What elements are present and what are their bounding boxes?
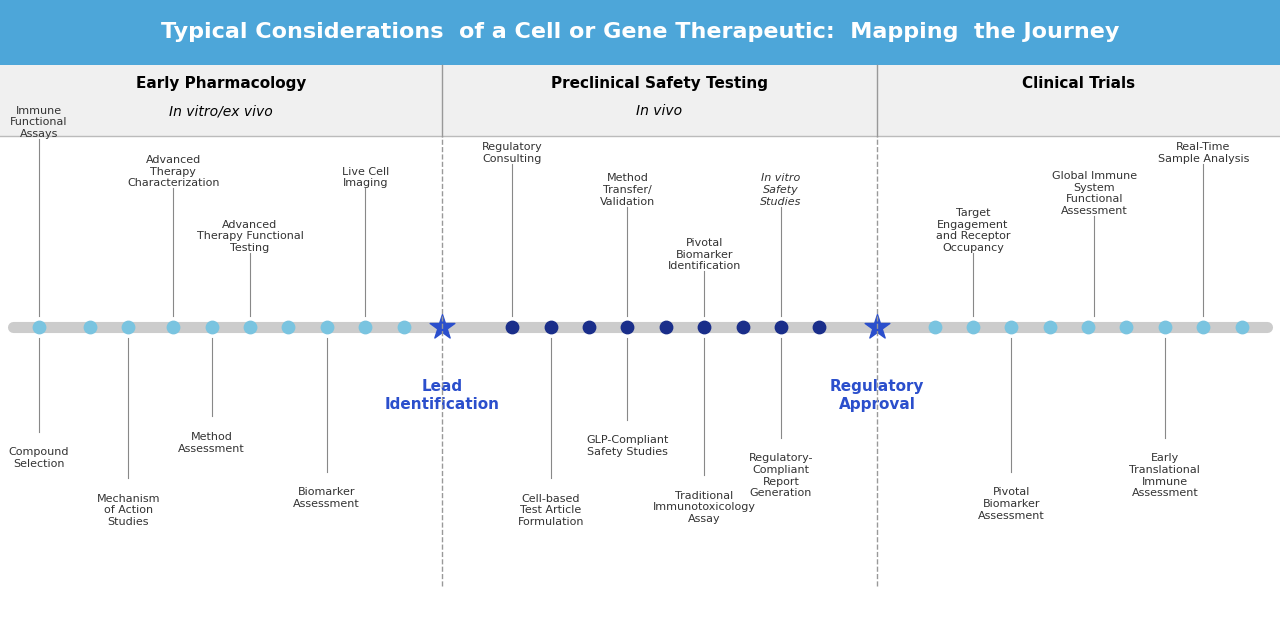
- Text: Regulatory
Approval: Regulatory Approval: [829, 379, 924, 412]
- Point: [1039, 322, 1060, 332]
- Text: Clinical Trials: Clinical Trials: [1021, 76, 1135, 91]
- Text: Regulatory-
Compliant
Report
Generation: Regulatory- Compliant Report Generation: [749, 453, 813, 499]
- Point: [239, 322, 260, 332]
- Text: Live Cell
Imaging: Live Cell Imaging: [342, 167, 389, 188]
- Text: Mechanism
of Action
Studies: Mechanism of Action Studies: [97, 494, 160, 527]
- Text: Cell-based
Test Article
Formulation: Cell-based Test Article Formulation: [517, 494, 584, 527]
- Point: [963, 322, 983, 332]
- Point: [771, 322, 791, 332]
- FancyBboxPatch shape: [0, 0, 1280, 65]
- Text: Method
Transfer/
Validation: Method Transfer/ Validation: [600, 173, 655, 207]
- Point: [809, 322, 829, 332]
- Text: Preclinical Safety Testing: Preclinical Safety Testing: [550, 76, 768, 91]
- Text: Advanced
Therapy
Characterization: Advanced Therapy Characterization: [127, 155, 219, 188]
- Point: [393, 322, 413, 332]
- Point: [431, 322, 452, 332]
- Point: [79, 322, 100, 332]
- Text: Biomarker
Assessment: Biomarker Assessment: [293, 487, 360, 509]
- Text: Lead
Identification: Lead Identification: [384, 379, 499, 412]
- Point: [278, 322, 298, 332]
- Point: [867, 322, 887, 332]
- Text: In vitro
Safety
Studies: In vitro Safety Studies: [760, 173, 801, 207]
- Text: Immune
Functional
Assays: Immune Functional Assays: [10, 106, 68, 139]
- Point: [118, 322, 138, 332]
- Point: [1231, 322, 1252, 332]
- Text: Early
Translational
Immune
Assessment: Early Translational Immune Assessment: [1129, 453, 1201, 499]
- Text: Pivotal
Biomarker
Identification: Pivotal Biomarker Identification: [668, 238, 741, 271]
- Point: [924, 322, 945, 332]
- Point: [1001, 322, 1021, 332]
- Point: [694, 322, 714, 332]
- Point: [655, 322, 676, 332]
- Text: Compound
Selection: Compound Selection: [9, 447, 69, 469]
- Point: [502, 322, 522, 332]
- Point: [579, 322, 599, 332]
- Text: Typical Considerations  of a Cell or Gene Therapeutic:  Mapping  the Journey: Typical Considerations of a Cell or Gene…: [161, 22, 1120, 42]
- Point: [163, 322, 183, 332]
- Text: Regulatory
Consulting: Regulatory Consulting: [481, 142, 543, 164]
- Point: [1078, 322, 1098, 332]
- Point: [355, 322, 375, 332]
- Text: Traditional
Immunotoxicology
Assay: Traditional Immunotoxicology Assay: [653, 491, 755, 524]
- Text: GLP-Compliant
Safety Studies: GLP-Compliant Safety Studies: [586, 435, 668, 457]
- Text: Method
Assessment: Method Assessment: [178, 432, 244, 453]
- Text: Advanced
Therapy Functional
Testing: Advanced Therapy Functional Testing: [197, 220, 303, 253]
- Point: [732, 322, 753, 332]
- Text: In vitro/ex vivo: In vitro/ex vivo: [169, 104, 273, 118]
- Point: [1116, 322, 1137, 332]
- Text: In vivo: In vivo: [636, 104, 682, 118]
- Text: Real-Time
Sample Analysis: Real-Time Sample Analysis: [1157, 142, 1249, 164]
- Point: [28, 322, 49, 332]
- Text: Target
Engagement
and Receptor
Occupancy: Target Engagement and Receptor Occupancy: [936, 208, 1010, 253]
- Point: [1193, 322, 1213, 332]
- Text: Early Pharmacology: Early Pharmacology: [136, 76, 306, 91]
- Text: Pivotal
Biomarker
Assessment: Pivotal Biomarker Assessment: [978, 487, 1044, 521]
- Text: Global Immune
System
Functional
Assessment: Global Immune System Functional Assessme…: [1052, 171, 1137, 216]
- Point: [617, 322, 637, 332]
- Point: [201, 322, 221, 332]
- FancyBboxPatch shape: [0, 65, 1280, 136]
- Point: [316, 322, 337, 332]
- Point: [540, 322, 561, 332]
- Point: [1155, 322, 1175, 332]
